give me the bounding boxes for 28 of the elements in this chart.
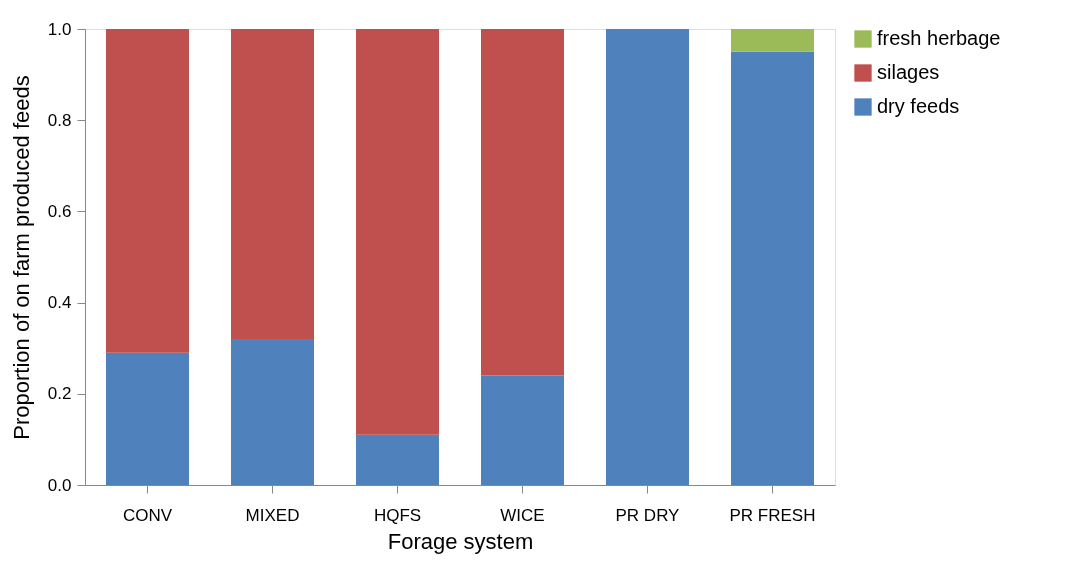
legend-label: dry feeds [877, 95, 960, 117]
x-axis-title: Forage system [387, 528, 534, 554]
legend-label: silages [877, 61, 940, 83]
bar [356, 434, 439, 485]
y-tick-label: 0.8 [47, 110, 72, 130]
legend-label: fresh herbage [877, 27, 1001, 49]
x-tick-label: PR FRESH [729, 505, 816, 525]
y-tick-label: 0.0 [47, 475, 72, 495]
x-tick-label: WICE [500, 505, 545, 525]
x-tick-label: MIXED [245, 505, 300, 525]
bar [606, 29, 689, 485]
bar [481, 29, 564, 376]
bar [231, 29, 314, 340]
bar [731, 29, 814, 52]
x-tick-label: CONV [122, 505, 173, 525]
bar [106, 352, 189, 485]
bar [731, 51, 814, 485]
bar [356, 29, 439, 435]
y-tick-label: 0.2 [47, 384, 72, 404]
x-tick-label: HQFS [373, 505, 422, 525]
x-tick-label: PR DRY [615, 505, 680, 525]
y-tick-label: 1.0 [47, 19, 72, 39]
y-axis-title: Proportion of on farm produced feeds [8, 75, 34, 440]
bar [106, 29, 189, 353]
bar [481, 375, 564, 485]
y-tick-label: 0.4 [47, 293, 72, 313]
bar [231, 339, 314, 485]
y-tick-label: 0.6 [47, 201, 72, 221]
